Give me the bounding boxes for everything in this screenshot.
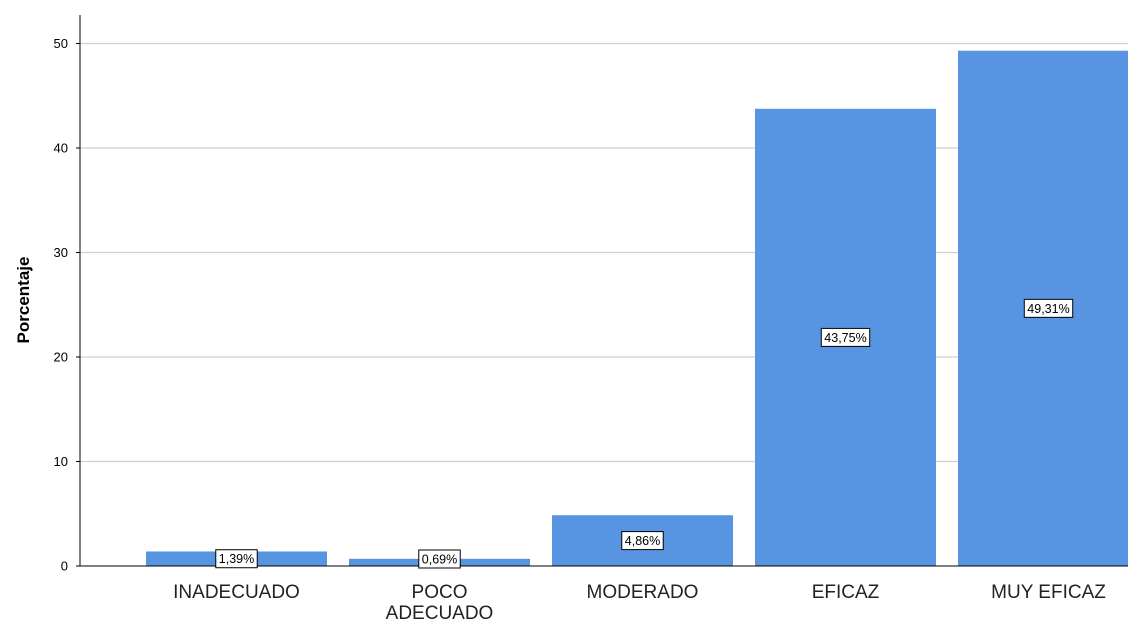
y-tick-label: 30: [54, 245, 68, 260]
data-labels: 1,39% 0,69% 4,86% 43,75% 49,31%: [215, 298, 1074, 569]
data-label: 49,31%: [1023, 298, 1074, 318]
bars: [146, 50, 1128, 566]
data-label: 4,86%: [621, 531, 664, 551]
x-category-label: INADECUADO: [173, 582, 300, 603]
svg-text:4,86%: 4,86%: [625, 534, 660, 548]
svg-text:49,31%: 49,31%: [1027, 302, 1069, 316]
y-tick-label: 20: [54, 350, 68, 365]
data-label: 1,39%: [215, 549, 258, 569]
gridlines: [80, 42, 1128, 463]
data-label: 0,69%: [418, 549, 461, 569]
y-tick-label: 0: [61, 559, 68, 574]
x-category-label: MODERADO: [587, 582, 699, 603]
y-tick-label: 10: [54, 454, 68, 469]
y-axis-title: Porcentaje: [14, 257, 33, 344]
y-tick-labels: 0 10 20 30 40 50: [54, 36, 80, 574]
y-tick-label: 40: [54, 141, 68, 156]
x-category-labels: INADECUADO POCO ADECUADO MODERADO EFICAZ MUY …: [173, 582, 1106, 622]
x-category-label: POCO ADECUADO: [386, 582, 494, 622]
svg-text:43,75%: 43,75%: [824, 331, 866, 345]
x-category-label: MUY EFICAZ: [991, 582, 1106, 603]
svg-text:1,39%: 1,39%: [219, 552, 254, 566]
x-category-label: EFICAZ: [812, 582, 880, 603]
data-label: 43,75%: [820, 327, 871, 347]
y-tick-label: 50: [54, 36, 68, 51]
svg-text:0,69%: 0,69%: [422, 553, 457, 567]
